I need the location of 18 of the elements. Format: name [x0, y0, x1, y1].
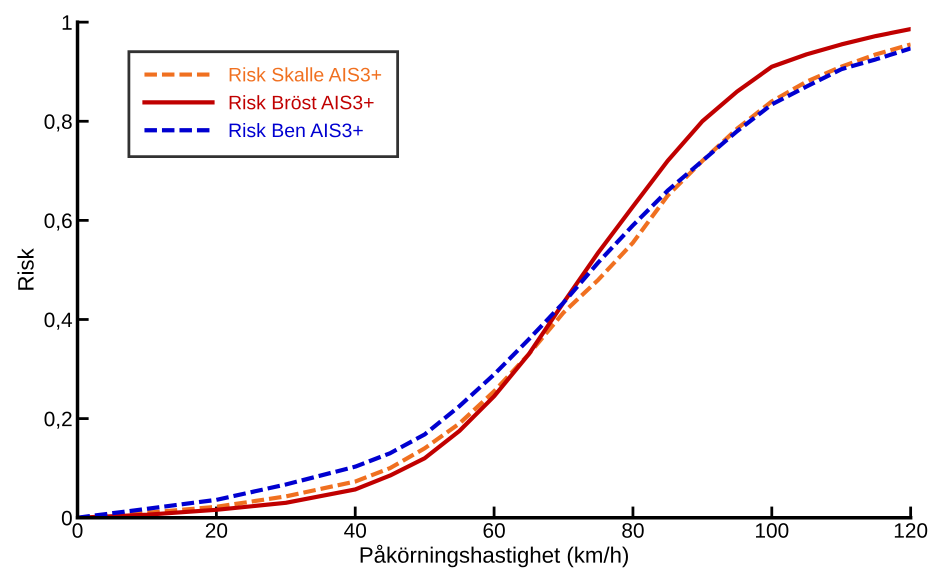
y-tick-label: 0,4: [44, 312, 72, 330]
legend-label: Risk Ben AIS3+: [230, 122, 363, 138]
y-axis-title: Risk: [17, 248, 34, 290]
y-tick-label: 0,2: [44, 412, 72, 429]
x-tick-label: 0: [72, 523, 82, 538]
x-tick-label: 100: [756, 523, 788, 538]
x-tick-label: 40: [344, 523, 366, 538]
legend-label: Risk Skalle AIS3+: [230, 67, 382, 82]
y-tick-label: 0,6: [44, 213, 72, 231]
x-tick-label: 80: [622, 523, 644, 538]
y-tick-label: 0: [62, 510, 72, 526]
y-tick-label: 1: [62, 15, 72, 30]
legend-label: Risk Bröst AIS3+: [230, 95, 374, 110]
x-axis-title: Påkörningshastighet (km/h): [360, 544, 628, 568]
x-tick-label: 60: [484, 523, 505, 538]
x-tick-label: 120: [894, 523, 928, 538]
y-tick-label: 0,8: [44, 114, 72, 132]
x-tick-label: 20: [206, 523, 228, 538]
